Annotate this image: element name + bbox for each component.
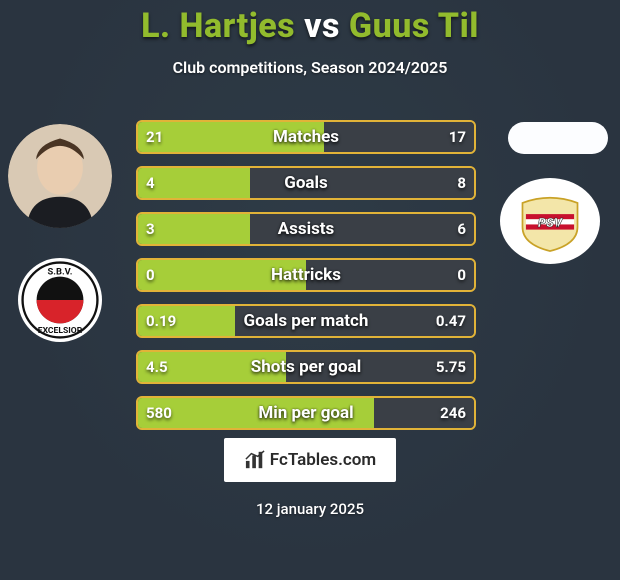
- stat-row: Hattricks0 0: [136, 258, 476, 292]
- stat-row: Matches21 17: [136, 120, 476, 154]
- stat-value-left: 580: [146, 396, 172, 430]
- stat-value-left: 0.19: [146, 304, 176, 338]
- stat-label: Goals: [136, 166, 476, 200]
- stat-label: Matches: [136, 120, 476, 154]
- bar-chart-icon: [244, 450, 266, 470]
- stat-value-right: 246: [440, 396, 466, 430]
- subtitle: Club competitions, Season 2024/2025: [0, 58, 620, 77]
- vs-separator: vs: [295, 6, 349, 46]
- stat-value-right: 8: [457, 166, 466, 200]
- stat-row: Assists3 6: [136, 212, 476, 246]
- stat-value-left: 3: [146, 212, 155, 246]
- player1-avatar: [8, 124, 112, 228]
- stat-value-left: 21: [146, 120, 163, 154]
- stat-value-right: 0.47: [436, 304, 466, 338]
- club-left-badge: S.B.V. EXCELSIOR: [18, 258, 102, 342]
- comparison-card: L. Hartjes vs Guus Til Club competitions…: [0, 0, 620, 580]
- psv-text: PSV: [538, 216, 564, 231]
- stat-value-left: 0: [146, 258, 155, 292]
- player2-name: Guus Til: [349, 6, 479, 46]
- stats-list: Matches21 17 Goals4 8 Assists3 6 Hattricks0 0 Go…: [136, 120, 476, 442]
- date-label: 12 january 2025: [0, 500, 620, 518]
- brand-badge[interactable]: FcTables.com: [224, 438, 396, 482]
- stat-label: Goals per match: [136, 304, 476, 338]
- stat-value-right: 0: [457, 258, 466, 292]
- badge-top-text: S.B.V.: [48, 266, 73, 277]
- psv-badge-icon: PSV: [507, 184, 593, 258]
- stat-value-left: 4: [146, 166, 155, 200]
- badge-bottom-text: EXCELSIOR: [38, 326, 83, 336]
- stat-label: Shots per goal: [136, 350, 476, 384]
- stat-value-right: 5.75: [436, 350, 466, 384]
- stat-value-right: 17: [449, 120, 466, 154]
- page-title: L. Hartjes vs Guus Til: [0, 6, 620, 46]
- stat-label: Min per goal: [136, 396, 476, 430]
- stat-row: Goals per match0.19 0.47: [136, 304, 476, 338]
- stat-label: Hattricks: [136, 258, 476, 292]
- stat-row: Goals4 8: [136, 166, 476, 200]
- brand-text: FcTables.com: [270, 450, 376, 470]
- excelsior-badge-icon: S.B.V. EXCELSIOR: [21, 261, 99, 339]
- player2-avatar: [508, 122, 608, 154]
- stat-label: Assists: [136, 212, 476, 246]
- club-right-badge: PSV: [500, 178, 600, 264]
- stat-row: Min per goal580 246: [136, 396, 476, 430]
- stat-row: Shots per goal4.5 5.75: [136, 350, 476, 384]
- person-icon: [8, 124, 112, 228]
- player1-name: L. Hartjes: [141, 6, 295, 46]
- stat-value-right: 6: [457, 212, 466, 246]
- stat-value-left: 4.5: [146, 350, 168, 384]
